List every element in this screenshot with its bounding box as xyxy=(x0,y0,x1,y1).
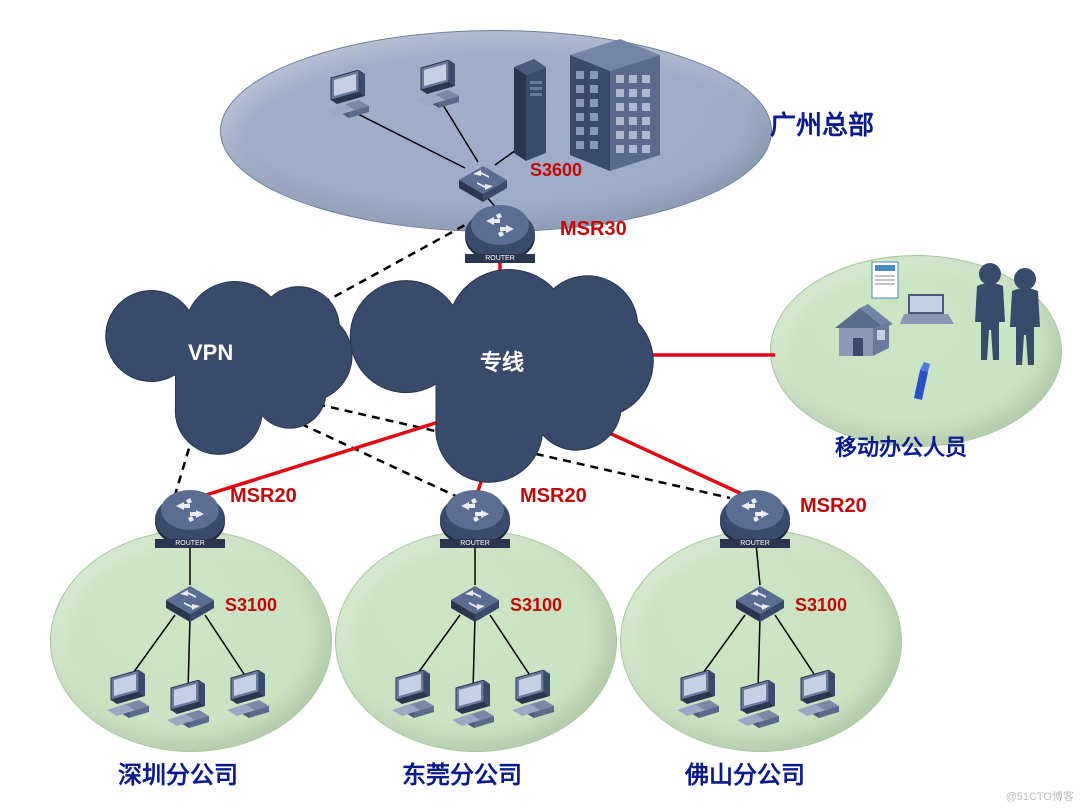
watermark: @51CTO博客 xyxy=(1006,788,1074,804)
s3100-1-label: S3100 xyxy=(225,595,277,616)
hq-label: 广州总部 xyxy=(770,105,874,142)
s3600-label: S3600 xyxy=(530,160,582,181)
branch3-label: 佛山分公司 xyxy=(685,755,805,790)
building-icon xyxy=(560,35,670,180)
router-msr30-icon: ROUTER xyxy=(465,205,535,260)
router-branch3-icon: ROUTER xyxy=(720,490,790,545)
pc-branch3-1 xyxy=(735,680,783,736)
pc-branch1-2 xyxy=(225,670,273,726)
pc-branch3-2 xyxy=(795,670,843,726)
router-branch1-icon: ROUTER xyxy=(155,490,225,545)
msr20-2-label: MSR20 xyxy=(520,485,587,508)
msr30-label: MSR30 xyxy=(560,218,627,241)
person-icon-1 xyxy=(1000,265,1050,375)
switch-branch1-icon xyxy=(162,580,218,624)
pc-hq-0 xyxy=(325,70,373,126)
s3100-3-label: S3100 xyxy=(795,595,847,616)
pc-branch3-0 xyxy=(675,670,723,726)
house-icon xyxy=(825,300,895,365)
laptop-icon xyxy=(900,290,955,335)
diagram-canvas: ROUTER xyxy=(0,0,1080,810)
switch-s3600-icon xyxy=(455,160,511,204)
msr20-3-label: MSR20 xyxy=(800,495,867,518)
leased-line-cloud-label: 专线 xyxy=(480,345,524,377)
switch-branch2-icon xyxy=(447,580,503,624)
pc-branch2-0 xyxy=(390,670,438,726)
msr20-1-label: MSR20 xyxy=(230,485,297,508)
branch1-label: 深圳分公司 xyxy=(118,755,238,790)
document-icon xyxy=(870,260,900,305)
pen-icon xyxy=(910,360,940,410)
vpn-cloud-label: VPN xyxy=(188,340,233,366)
pc-branch2-1 xyxy=(450,680,498,736)
pc-hq-1 xyxy=(415,60,463,116)
mobile-label: 移动办公人员 xyxy=(835,430,967,462)
pc-branch1-1 xyxy=(165,680,213,736)
server-icon xyxy=(510,55,550,165)
switch-branch3-icon xyxy=(732,580,788,624)
pc-branch2-2 xyxy=(510,670,558,726)
pc-branch1-0 xyxy=(105,670,153,726)
branch2-label: 东莞分公司 xyxy=(402,755,522,790)
s3100-2-label: S3100 xyxy=(510,595,562,616)
router-branch2-icon: ROUTER xyxy=(440,490,510,545)
